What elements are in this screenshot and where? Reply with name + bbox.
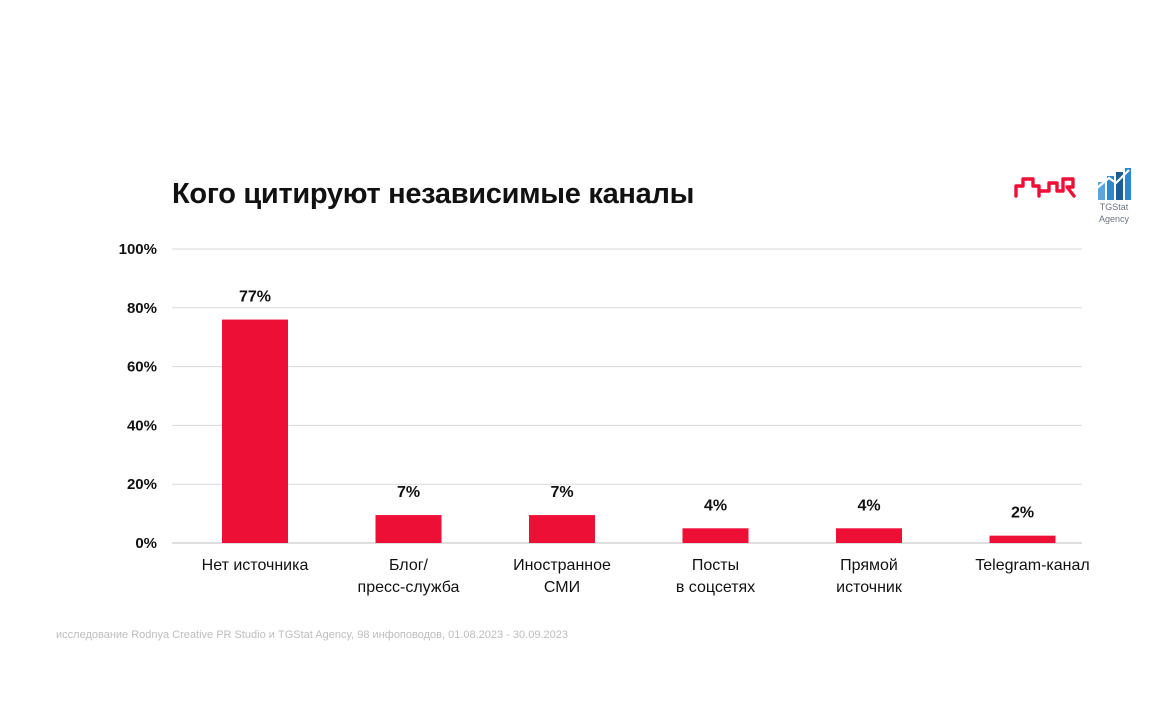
y-tick-label: 40% [127,417,157,434]
bar [989,535,1056,543]
bar [222,319,288,543]
tgstat-logo-line2: Agency [1098,214,1130,224]
x-tick-label: Посты [692,557,739,574]
chart-title: Кого цитируют независимые каналы [172,178,695,210]
y-tick-label: 20% [127,476,157,493]
tgstat-logo-line1: TGStat [1099,202,1129,212]
x-tick-label: в соцсетях [676,579,755,596]
bar [375,515,442,543]
data-label: 4% [704,497,727,514]
y-tick-label: 80% [127,300,157,317]
data-label: 7% [550,484,573,501]
tgstat-logo: TGStat Agency [1094,168,1134,224]
y-tick-label: 100% [119,241,157,258]
x-tick-label: СМИ [544,579,580,596]
x-tick-label: Иностранное [513,557,611,574]
x-tick-label: пресс-служба [358,579,460,596]
bar [529,515,595,543]
rodnya-logo [1013,170,1077,207]
footnote: исследование Rodnya Creative PR Studio и… [56,629,568,641]
x-tick-label: источник [836,579,903,596]
data-label: 4% [857,497,880,514]
y-tick-label: 60% [127,359,157,376]
data-label: 7% [397,484,420,501]
bar [682,528,749,543]
data-label: 77% [239,289,271,306]
bar [836,528,902,543]
x-tick-label: Нет источника [202,557,309,574]
y-tick-label: 0% [135,535,157,552]
x-tick-label: Прямой [840,557,898,574]
x-tick-label: Блог/ [389,557,429,574]
data-label: 2% [1011,505,1034,522]
x-tick-label: Telegram-канал [975,557,1089,574]
